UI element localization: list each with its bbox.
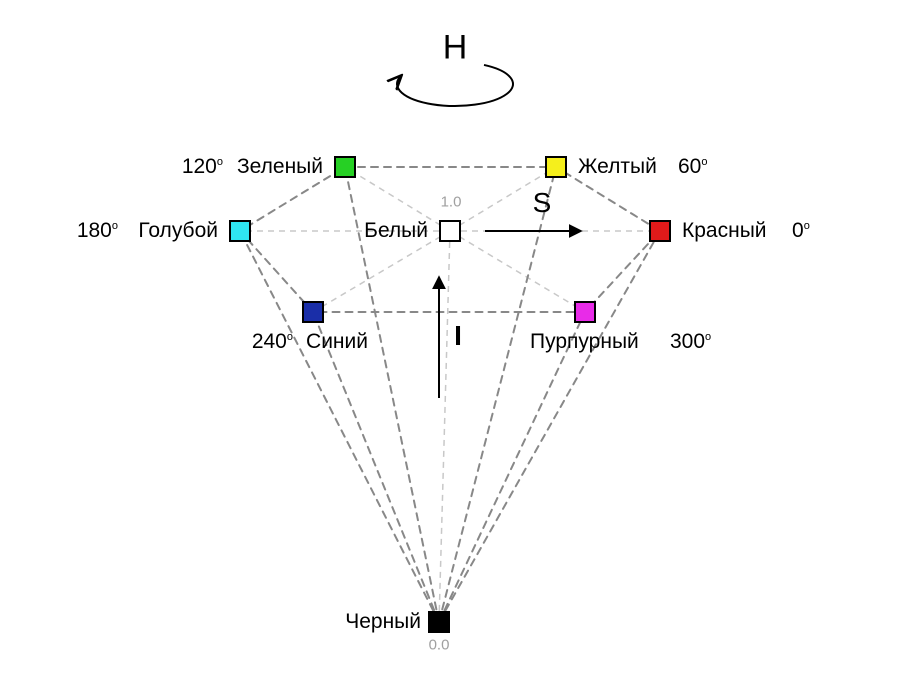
label-black: Черный [345, 610, 421, 634]
color-swatch-blue [302, 301, 324, 323]
label-white: Белый [364, 219, 428, 243]
axis-label-h: H [443, 29, 468, 68]
value-label-top: 1.0 [441, 194, 462, 211]
deg-red: 0o [792, 219, 810, 243]
hsi-color-model-diagram: Зеленый 120o Желтый 60o Голубой 180o Красный 0o… [0, 0, 919, 692]
deg-yellow: 60o [678, 155, 707, 179]
color-swatch-cyan [229, 220, 251, 242]
label-green: Зеленый [237, 155, 323, 179]
axis-label-i: I [454, 320, 462, 352]
deg-cyan: 180o [77, 219, 118, 243]
label-red: Красный [682, 219, 767, 243]
color-swatch-magenta [574, 301, 596, 323]
color-swatch-yellow [545, 156, 567, 178]
deg-magenta: 300o [670, 330, 711, 354]
label-magenta: Пурпурный [530, 330, 639, 354]
value-label-bottom: 0.0 [429, 637, 450, 654]
color-swatch-green [334, 156, 356, 178]
axis-label-s: S [533, 187, 552, 219]
color-swatch-red [649, 220, 671, 242]
label-yellow: Желтый [578, 155, 657, 179]
label-cyan: Голубой [138, 219, 218, 243]
deg-blue: 240o [252, 330, 293, 354]
deg-green: 120o [182, 155, 223, 179]
label-blue: Синий [306, 330, 368, 354]
color-swatch-white [439, 220, 461, 242]
color-swatch-black [428, 611, 450, 633]
